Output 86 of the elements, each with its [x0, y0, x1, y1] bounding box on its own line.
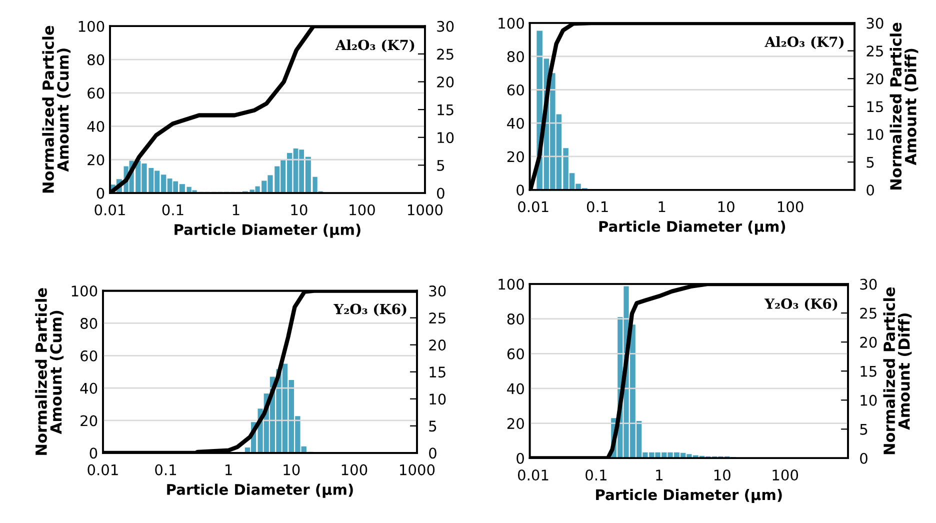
x-tick-label: 100: [772, 470, 798, 481]
y2-tick-label: 5: [866, 156, 874, 168]
y-tick-label: 100: [498, 18, 524, 29]
x-tick-label: 1: [656, 470, 662, 480]
y2-tick-label: 10: [438, 132, 454, 144]
y-axis-title: Normalized Particle Amount (Cum): [42, 26, 71, 193]
y2-tick-label: 25: [866, 46, 883, 57]
y2-tick-label: 15: [438, 104, 454, 116]
annotation: Al₂O₃ (K7): [335, 39, 414, 52]
y-tick-label: 40: [87, 120, 104, 132]
y-tick-label: 80: [507, 51, 524, 62]
y-tick-label: 0: [90, 448, 98, 459]
y-tick-label: 40: [507, 383, 524, 394]
y2-tick-label: 20: [866, 73, 884, 84]
y-tick-label: 60: [507, 348, 524, 360]
y2-tick-label: 15: [867, 101, 883, 112]
y2-tick-label: 5: [860, 424, 868, 435]
annotation: Al₂O₃ (K7): [764, 36, 844, 50]
y2-tick-label: 20: [437, 76, 454, 88]
x-axis-title: Particle Diameter (µm): [599, 220, 786, 235]
x-tick-label: 1: [658, 201, 666, 212]
x-tick-label: 0.1: [162, 204, 184, 216]
y-tick-label: 100: [72, 286, 98, 297]
y-tick-label: 100: [498, 278, 524, 290]
x-tick-label: 1000: [408, 204, 443, 216]
x-tick-label: 10: [291, 204, 308, 216]
annotation: Y₂O₃ (K6): [334, 304, 406, 316]
y2-tick-label: 0: [866, 184, 874, 196]
x-tick-label: 10: [284, 464, 300, 476]
x-tick-label: 1000: [400, 464, 435, 476]
y-tick-label: 40: [507, 118, 524, 129]
x-tick-label: 100: [342, 464, 368, 476]
x-tick-label: 1: [226, 464, 232, 476]
y2-tick-label: 10: [867, 128, 884, 140]
y2-tick-label: 25: [429, 312, 446, 324]
y-tick-label: 80: [88, 54, 104, 66]
x-tick-label: 10: [714, 470, 730, 481]
x-tick-label: 0.01: [94, 204, 125, 216]
annotation: Y₂O₃ (K6): [764, 298, 838, 311]
y-axis-title: Normalized Particle Amount (Cum): [35, 288, 64, 455]
x-tick-label: 100: [778, 201, 804, 212]
y2-tick-label: 5: [429, 420, 436, 432]
y-tick-label: 60: [507, 84, 524, 96]
y-tick-label: 20: [88, 154, 104, 166]
x-axis-title: Particle Diameter (µm): [596, 488, 782, 504]
x-axis-title: Particle Diameter (µm): [167, 484, 353, 498]
y-tick-label: 80: [80, 318, 98, 329]
y2-tick-label: 20: [860, 336, 877, 348]
y2-tick-label: 5: [437, 160, 444, 171]
x-axis-title: Particle Diameter (µm): [174, 224, 360, 238]
y2-tick-label: 25: [860, 308, 876, 319]
y2-tick-label: 30: [866, 18, 884, 29]
y-tick-label: 0: [516, 184, 524, 196]
y2-axis-title: Normalized Particle Amount (Diff): [883, 287, 912, 454]
y-tick-label: 20: [507, 151, 524, 162]
y2-tick-label: 15: [860, 366, 876, 377]
x-tick-label: 0.01: [88, 464, 118, 476]
y-tick-label: 20: [80, 415, 98, 426]
y-tick-label: 100: [78, 20, 104, 32]
y2-tick-label: 30: [429, 286, 446, 297]
y-tick-label: 60: [88, 88, 104, 99]
x-tick-label: 0.01: [518, 470, 548, 481]
y2-tick-label: 30: [860, 278, 877, 290]
y-tick-label: 0: [516, 452, 524, 464]
y2-tick-label: 0: [437, 188, 444, 199]
y2-axis-title: Normalized Particle Amount (Diff): [890, 22, 918, 190]
x-tick-label: 0.01: [518, 201, 548, 212]
y-tick-label: 60: [80, 350, 98, 362]
x-tick-label: 10: [718, 201, 734, 212]
x-tick-label: 0.1: [586, 470, 606, 481]
y2-tick-label: 10: [860, 394, 877, 406]
y2-tick-label: 0: [860, 452, 868, 464]
y-tick-label: 40: [80, 382, 98, 394]
y2-tick-label: 25: [437, 48, 454, 60]
y2-tick-label: 15: [430, 366, 446, 378]
y2-tick-label: 0: [429, 448, 436, 459]
x-tick-label: 0.1: [155, 464, 176, 476]
y2-tick-label: 30: [437, 20, 454, 32]
x-tick-label: 0.1: [586, 201, 608, 212]
y2-tick-label: 10: [430, 394, 446, 405]
y2-tick-label: 20: [429, 340, 446, 351]
y-tick-label: 20: [507, 418, 524, 430]
x-tick-label: 100: [350, 204, 375, 216]
y-tick-label: 0: [96, 188, 104, 199]
x-tick-label: 1: [232, 204, 240, 216]
y-tick-label: 80: [507, 314, 524, 325]
